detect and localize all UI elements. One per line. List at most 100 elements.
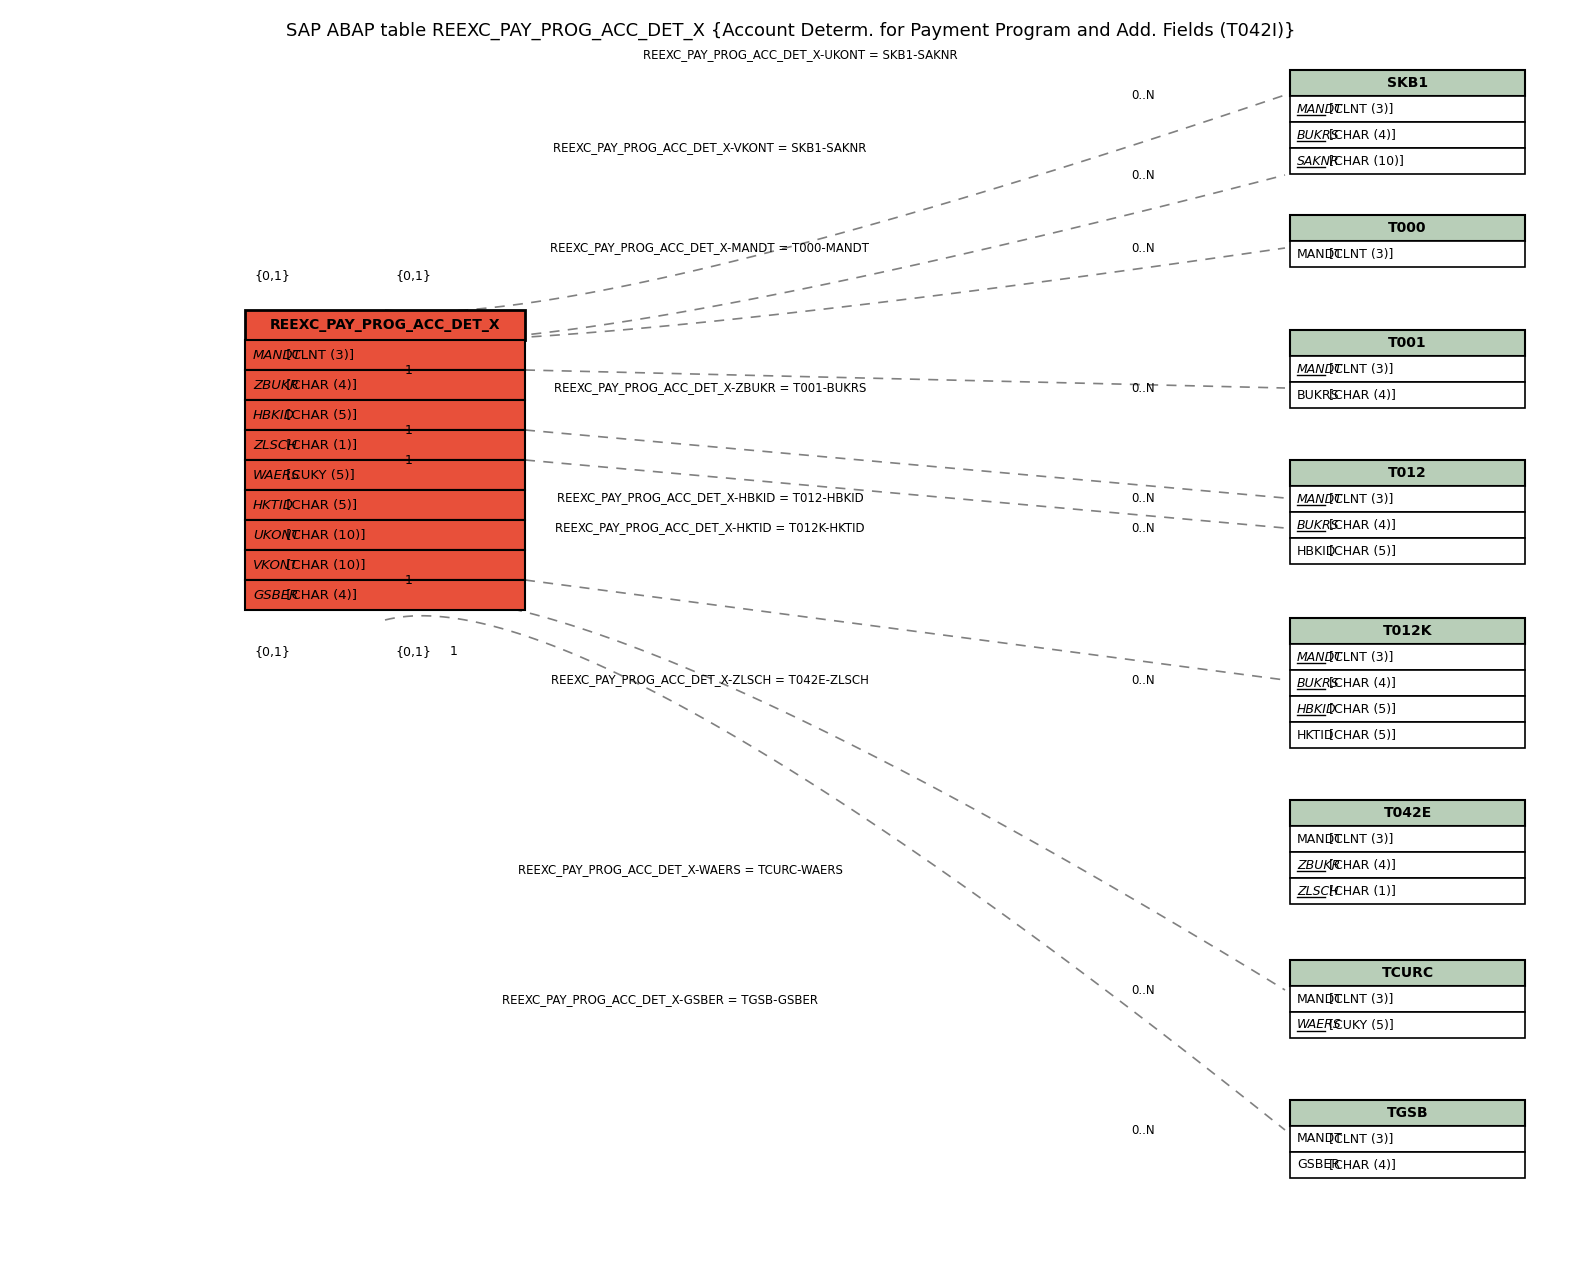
Text: REEXC_PAY_PROG_ACC_DET_X-GSBER = TGSB-GSBER: REEXC_PAY_PROG_ACC_DET_X-GSBER = TGSB-GS… <box>503 993 817 1007</box>
FancyBboxPatch shape <box>1290 330 1526 356</box>
Text: [CUKY (5)]: [CUKY (5)] <box>283 468 356 481</box>
FancyBboxPatch shape <box>1290 215 1526 241</box>
Text: 0..N: 0..N <box>1132 89 1156 102</box>
FancyBboxPatch shape <box>1290 617 1526 644</box>
Text: REEXC_PAY_PROG_ACC_DET_X-WAERS = TCURC-WAERS: REEXC_PAY_PROG_ACC_DET_X-WAERS = TCURC-W… <box>517 863 843 877</box>
FancyBboxPatch shape <box>1290 799 1526 826</box>
Text: {0,1}: {0,1} <box>255 269 289 283</box>
FancyBboxPatch shape <box>1290 878 1526 904</box>
FancyBboxPatch shape <box>1290 722 1526 749</box>
FancyBboxPatch shape <box>1290 670 1526 696</box>
Text: [CLNT (3)]: [CLNT (3)] <box>1325 103 1393 116</box>
Text: [CHAR (4)]: [CHAR (4)] <box>1325 518 1396 532</box>
FancyBboxPatch shape <box>245 580 525 610</box>
Text: TCURC: TCURC <box>1382 966 1434 980</box>
Text: 1: 1 <box>405 424 413 437</box>
Text: 1: 1 <box>405 364 413 377</box>
FancyBboxPatch shape <box>1290 486 1526 512</box>
Text: BUKRS: BUKRS <box>1296 388 1339 401</box>
Text: ZBUKR: ZBUKR <box>1296 858 1341 872</box>
Text: REEXC_PAY_PROG_ACC_DET_X-HKTID = T012K-HKTID: REEXC_PAY_PROG_ACC_DET_X-HKTID = T012K-H… <box>555 522 865 535</box>
Text: REEXC_PAY_PROG_ACC_DET_X-VKONT = SKB1-SAKNR: REEXC_PAY_PROG_ACC_DET_X-VKONT = SKB1-SA… <box>553 141 866 154</box>
Text: MANDT: MANDT <box>1296 247 1342 261</box>
Text: BUKRS: BUKRS <box>1296 676 1339 690</box>
Text: {0,1}: {0,1} <box>395 269 432 283</box>
Text: MANDT: MANDT <box>1296 363 1342 376</box>
FancyBboxPatch shape <box>1290 95 1526 122</box>
Text: 0..N: 0..N <box>1132 522 1156 535</box>
Text: 0..N: 0..N <box>1132 242 1156 255</box>
FancyBboxPatch shape <box>1290 987 1526 1012</box>
Text: REEXC_PAY_PROG_ACC_DET_X-HBKID = T012-HBKID: REEXC_PAY_PROG_ACC_DET_X-HBKID = T012-HB… <box>557 491 863 504</box>
Text: {0,1}: {0,1} <box>255 645 289 658</box>
Text: REEXC_PAY_PROG_ACC_DET_X-MANDT = T000-MANDT: REEXC_PAY_PROG_ACC_DET_X-MANDT = T000-MA… <box>550 242 870 255</box>
FancyBboxPatch shape <box>245 550 525 580</box>
Text: HKTID: HKTID <box>253 499 294 512</box>
FancyBboxPatch shape <box>1290 382 1526 409</box>
Text: [CLNT (3)]: [CLNT (3)] <box>1325 1133 1393 1146</box>
Text: ZLSCH: ZLSCH <box>1296 885 1339 897</box>
Text: SAKNR: SAKNR <box>1296 154 1339 168</box>
Text: REEXC_PAY_PROG_ACC_DET_X-UKONT = SKB1-SAKNR: REEXC_PAY_PROG_ACC_DET_X-UKONT = SKB1-SA… <box>643 48 958 61</box>
Text: HBKID: HBKID <box>1296 703 1336 715</box>
Text: [CLNT (3)]: [CLNT (3)] <box>1325 993 1393 1006</box>
Text: HBKID: HBKID <box>253 409 296 421</box>
Text: [CLNT (3)]: [CLNT (3)] <box>1325 833 1393 845</box>
Text: [CHAR (5)]: [CHAR (5)] <box>283 409 357 421</box>
Text: MANDT: MANDT <box>253 349 302 362</box>
Text: BUKRS: BUKRS <box>1296 129 1339 141</box>
Text: [CLNT (3)]: [CLNT (3)] <box>283 349 354 362</box>
FancyBboxPatch shape <box>1290 1152 1526 1178</box>
Text: ZLSCH: ZLSCH <box>253 438 297 452</box>
Text: REEXC_PAY_PROG_ACC_DET_X: REEXC_PAY_PROG_ACC_DET_X <box>270 318 500 332</box>
Text: ZBUKR: ZBUKR <box>253 378 299 392</box>
FancyBboxPatch shape <box>1290 241 1526 267</box>
Text: WAERS: WAERS <box>253 468 300 481</box>
Text: HBKID: HBKID <box>1296 545 1336 558</box>
Text: 1: 1 <box>405 574 413 587</box>
FancyBboxPatch shape <box>245 430 525 460</box>
FancyBboxPatch shape <box>245 311 525 340</box>
FancyBboxPatch shape <box>1290 1100 1526 1127</box>
Text: [CUKY (5)]: [CUKY (5)] <box>1325 1018 1393 1031</box>
Text: [CHAR (4)]: [CHAR (4)] <box>283 588 357 602</box>
Text: HKTID: HKTID <box>1296 728 1334 741</box>
Text: BUKRS: BUKRS <box>1296 518 1339 532</box>
Text: [CHAR (1)]: [CHAR (1)] <box>1325 885 1396 897</box>
Text: 0..N: 0..N <box>1132 168 1156 182</box>
FancyBboxPatch shape <box>1290 70 1526 95</box>
Text: 0..N: 0..N <box>1132 491 1156 504</box>
Text: TGSB: TGSB <box>1387 1106 1428 1120</box>
Text: 0..N: 0..N <box>1132 984 1156 997</box>
Text: 1: 1 <box>451 645 458 658</box>
FancyBboxPatch shape <box>1290 538 1526 564</box>
Text: SAP ABAP table REEXC_PAY_PROG_ACC_DET_X {Account Determ. for Payment Program and: SAP ABAP table REEXC_PAY_PROG_ACC_DET_X … <box>286 22 1295 41</box>
FancyBboxPatch shape <box>245 370 525 400</box>
Text: [CHAR (5)]: [CHAR (5)] <box>283 499 357 512</box>
FancyBboxPatch shape <box>1290 512 1526 538</box>
Text: [CHAR (5)]: [CHAR (5)] <box>1325 545 1396 558</box>
Text: REEXC_PAY_PROG_ACC_DET_X-ZLSCH = T042E-ZLSCH: REEXC_PAY_PROG_ACC_DET_X-ZLSCH = T042E-Z… <box>552 673 870 686</box>
Text: [CLNT (3)]: [CLNT (3)] <box>1325 363 1393 376</box>
Text: MANDT: MANDT <box>1296 651 1342 663</box>
Text: [CHAR (4)]: [CHAR (4)] <box>1325 676 1396 690</box>
FancyBboxPatch shape <box>1290 1127 1526 1152</box>
FancyBboxPatch shape <box>1290 696 1526 722</box>
Text: MANDT: MANDT <box>1296 993 1342 1006</box>
Text: [CHAR (10)]: [CHAR (10)] <box>283 559 365 572</box>
Text: WAERS: WAERS <box>1296 1018 1342 1031</box>
Text: REEXC_PAY_PROG_ACC_DET_X-ZBUKR = T001-BUKRS: REEXC_PAY_PROG_ACC_DET_X-ZBUKR = T001-BU… <box>553 382 866 395</box>
FancyBboxPatch shape <box>1290 148 1526 174</box>
Text: [CHAR (5)]: [CHAR (5)] <box>1325 728 1396 741</box>
Text: GSBER: GSBER <box>253 588 299 602</box>
Text: GSBER: GSBER <box>1296 1158 1341 1171</box>
FancyBboxPatch shape <box>245 490 525 519</box>
Text: 1: 1 <box>405 453 413 466</box>
Text: [CHAR (4)]: [CHAR (4)] <box>1325 388 1396 401</box>
FancyBboxPatch shape <box>245 400 525 430</box>
FancyBboxPatch shape <box>245 340 525 370</box>
Text: [CHAR (4)]: [CHAR (4)] <box>1325 129 1396 141</box>
Text: [CHAR (4)]: [CHAR (4)] <box>283 378 357 392</box>
Text: [CHAR (4)]: [CHAR (4)] <box>1325 1158 1396 1171</box>
Text: T042E: T042E <box>1383 806 1432 820</box>
